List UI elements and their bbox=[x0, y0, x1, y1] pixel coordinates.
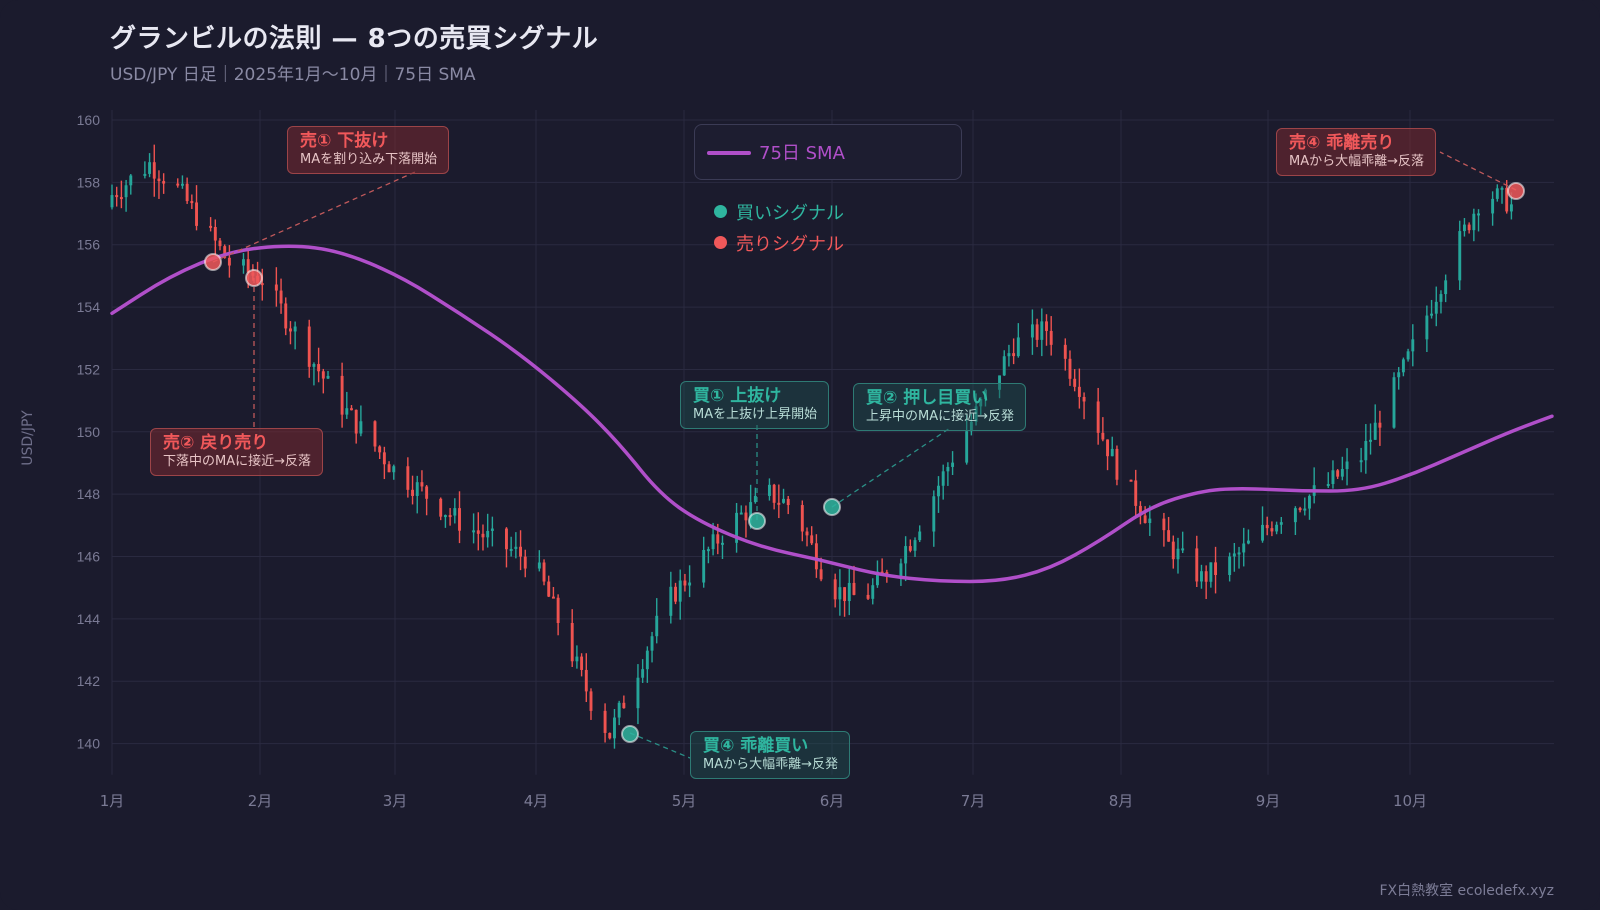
svg-text:9月: 9月 bbox=[1256, 792, 1281, 810]
annotation-title: 買② 押し目買い bbox=[866, 388, 989, 408]
buy-dot-icon bbox=[714, 205, 727, 218]
annotation-desc: MAから大幅乖離→反発 bbox=[703, 757, 839, 772]
svg-text:140: 140 bbox=[77, 736, 101, 752]
svg-text:150: 150 bbox=[77, 424, 101, 440]
annotation-desc: 下落中のMAに接近→反落 bbox=[163, 454, 312, 469]
svg-text:152: 152 bbox=[77, 361, 101, 377]
footer-credit: FX白熱教室 ecoledefx.xyz bbox=[1379, 883, 1554, 899]
svg-text:154: 154 bbox=[77, 299, 101, 315]
annotation-sell2: 売② 戻り売り 下落中のMAに接近→反落 bbox=[150, 428, 324, 476]
annotation-desc: MAから大幅乖離→反落 bbox=[1289, 154, 1425, 169]
svg-text:148: 148 bbox=[77, 486, 101, 502]
svg-text:158: 158 bbox=[77, 174, 101, 190]
svg-text:156: 156 bbox=[77, 237, 101, 253]
annotation-title: 売④ 乖離売り bbox=[1289, 133, 1395, 153]
sell-dot-icon bbox=[714, 236, 727, 249]
sma-line-swatch bbox=[707, 151, 751, 155]
svg-text:144: 144 bbox=[77, 611, 101, 627]
annotation-desc: 上昇中のMAに接近→反発 bbox=[866, 409, 1015, 424]
svg-text:2月: 2月 bbox=[248, 792, 273, 810]
annotation-title: 売② 戻り売り bbox=[163, 433, 269, 453]
svg-text:6月: 6月 bbox=[820, 792, 845, 810]
annotation-sell4: 売④ 乖離売り MAから大幅乖離→反落 bbox=[1276, 128, 1437, 176]
svg-text:4月: 4月 bbox=[524, 792, 549, 810]
svg-text:3月: 3月 bbox=[383, 792, 408, 810]
annotation-sell1: 売① 下抜け MAを割り込み下落開始 bbox=[287, 126, 450, 174]
svg-text:160: 160 bbox=[77, 112, 101, 128]
annotation-buy2: 買② 押し目買い 上昇中のMAに接近→反発 bbox=[853, 383, 1027, 431]
annotation-title: 買① 上抜け bbox=[693, 386, 782, 406]
annotation-title: 買④ 乖離買い bbox=[703, 736, 809, 756]
svg-text:8月: 8月 bbox=[1109, 792, 1134, 810]
legend-sma-label: 75日 SMA bbox=[759, 143, 845, 164]
legend-buy-label: 買いシグナル bbox=[736, 203, 844, 224]
svg-text:1月: 1月 bbox=[100, 792, 125, 810]
annotation-buy1: 買① 上抜け MAを上抜け上昇開始 bbox=[680, 381, 830, 429]
annotation-buy4: 買④ 乖離買い MAから大幅乖離→反発 bbox=[690, 731, 851, 779]
legend-sell-label: 売りシグナル bbox=[736, 234, 844, 255]
annotation-desc: MAを割り込み下落開始 bbox=[300, 152, 438, 167]
chart-title: グランビルの法則 — 8つの売買シグナル bbox=[110, 24, 599, 54]
svg-text:142: 142 bbox=[77, 673, 101, 689]
svg-text:7月: 7月 bbox=[961, 792, 986, 810]
svg-text:5月: 5月 bbox=[672, 792, 697, 810]
legend-sma: 75日 SMA bbox=[694, 124, 962, 180]
svg-text:10月: 10月 bbox=[1393, 792, 1427, 810]
annotation-desc: MAを上抜け上昇開始 bbox=[693, 407, 818, 422]
svg-text:146: 146 bbox=[77, 549, 101, 565]
chart-subtitle: USD/JPY 日足｜2025年1月〜10月｜75日 SMA bbox=[110, 65, 476, 85]
annotation-title: 売① 下抜け bbox=[300, 131, 389, 151]
